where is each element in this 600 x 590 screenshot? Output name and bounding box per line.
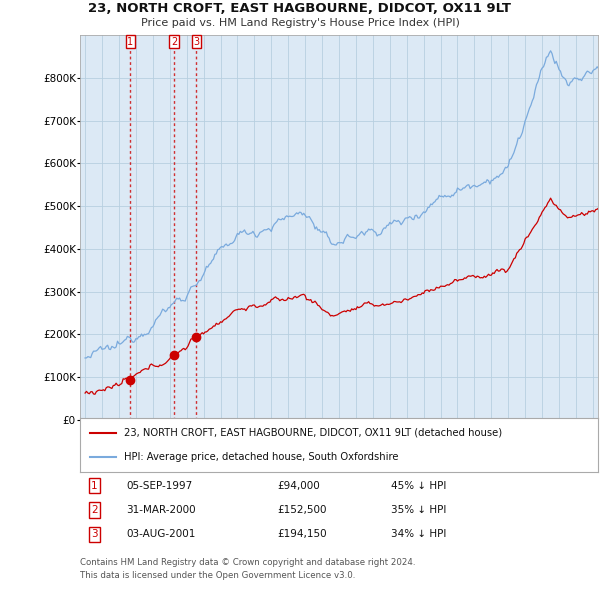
Text: 45% ↓ HPI: 45% ↓ HPI <box>391 481 446 491</box>
Text: 03-AUG-2001: 03-AUG-2001 <box>127 529 196 539</box>
Text: £194,150: £194,150 <box>277 529 326 539</box>
Text: £94,000: £94,000 <box>277 481 320 491</box>
Text: £152,500: £152,500 <box>277 505 326 515</box>
Text: 2: 2 <box>171 37 177 47</box>
Text: 35% ↓ HPI: 35% ↓ HPI <box>391 505 446 515</box>
Text: 34% ↓ HPI: 34% ↓ HPI <box>391 529 446 539</box>
Text: 1: 1 <box>127 37 133 47</box>
Text: 23, NORTH CROFT, EAST HAGBOURNE, DIDCOT, OX11 9LT: 23, NORTH CROFT, EAST HAGBOURNE, DIDCOT,… <box>89 2 511 15</box>
Text: 05-SEP-1997: 05-SEP-1997 <box>127 481 193 491</box>
Text: 2: 2 <box>91 505 98 515</box>
Text: 3: 3 <box>91 529 98 539</box>
Text: This data is licensed under the Open Government Licence v3.0.: This data is licensed under the Open Gov… <box>80 571 355 579</box>
Text: Price paid vs. HM Land Registry's House Price Index (HPI): Price paid vs. HM Land Registry's House … <box>140 18 460 28</box>
Text: 3: 3 <box>193 37 200 47</box>
Text: 23, NORTH CROFT, EAST HAGBOURNE, DIDCOT, OX11 9LT (detached house): 23, NORTH CROFT, EAST HAGBOURNE, DIDCOT,… <box>124 428 502 438</box>
Text: 1: 1 <box>91 481 98 491</box>
Text: 31-MAR-2000: 31-MAR-2000 <box>127 505 196 515</box>
Text: Contains HM Land Registry data © Crown copyright and database right 2024.: Contains HM Land Registry data © Crown c… <box>80 558 415 566</box>
Text: HPI: Average price, detached house, South Oxfordshire: HPI: Average price, detached house, Sout… <box>124 453 398 463</box>
